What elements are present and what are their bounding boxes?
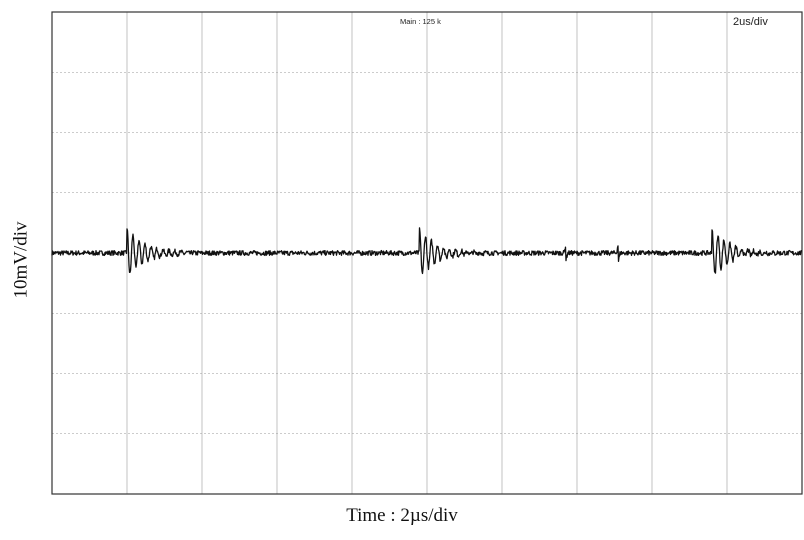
y-axis-label: 10mV/div bbox=[11, 221, 32, 299]
signal-trace bbox=[51, 227, 803, 275]
x-axis-label: Time : 2µs/div bbox=[346, 505, 458, 526]
y-axis-label-container: 10mV/div bbox=[2, 221, 42, 298]
acquisition-readout: Main : 125 k bbox=[400, 17, 441, 26]
timebase-readout: 2us/div bbox=[733, 16, 768, 28]
